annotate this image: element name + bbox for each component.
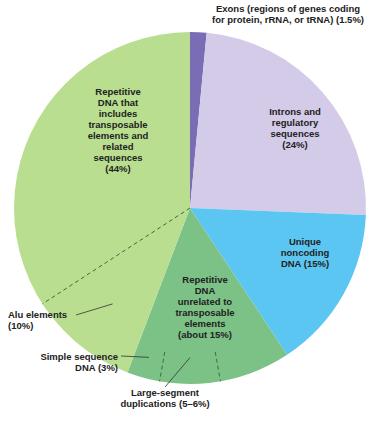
label-name: transposable bbox=[88, 119, 147, 130]
leader-line bbox=[165, 358, 190, 387]
slice bbox=[190, 33, 366, 215]
label-name: DNA that bbox=[98, 97, 139, 108]
part-label: Large-segmentduplications (5–6%) bbox=[120, 387, 209, 409]
label-line: transposable bbox=[88, 119, 147, 130]
label-line: (about 15%) bbox=[178, 329, 232, 340]
label-name: includes bbox=[99, 108, 138, 119]
label-value: (1.5%) bbox=[333, 14, 364, 25]
label-line: duplications (5–6%) bbox=[120, 398, 209, 409]
label-line: Simple sequence bbox=[40, 351, 118, 362]
label-line: regulatory bbox=[272, 117, 319, 128]
label-line: noncoding bbox=[281, 247, 330, 258]
part-boundary bbox=[42, 208, 190, 304]
label-name: Simple sequence bbox=[40, 351, 118, 362]
part-label: Alu elements(10%) bbox=[8, 309, 67, 331]
label-line: related bbox=[102, 141, 133, 152]
chart: Exons (regions of genes codingfor protei… bbox=[0, 0, 375, 425]
label-name: Large-segment bbox=[131, 387, 200, 398]
label-line: for protein, rRNA, or tRNA) (1.5%) bbox=[212, 14, 364, 25]
label-name: DNA bbox=[195, 285, 216, 296]
slice-label: RepetitiveDNAunrelated totransposableele… bbox=[175, 274, 234, 340]
label-line: Repetitive bbox=[95, 86, 140, 97]
label-name: regulatory bbox=[272, 117, 319, 128]
label-name: Exons (regions of genes coding bbox=[216, 3, 360, 14]
slice bbox=[14, 32, 190, 373]
label-line: sequences bbox=[270, 128, 319, 139]
label-line: Unique bbox=[289, 236, 321, 247]
label-line: elements and bbox=[88, 130, 149, 141]
label-line: (10%) bbox=[8, 320, 33, 331]
label-name: for protein, rRNA, or tRNA) bbox=[212, 14, 333, 25]
label-name: sequences bbox=[270, 128, 319, 139]
label-value: (about 15%) bbox=[178, 329, 232, 340]
label-name: Repetitive bbox=[182, 274, 227, 285]
label-name: elements bbox=[184, 318, 225, 329]
label-value: (5–6%) bbox=[176, 398, 209, 409]
slice-label: Introns andregulatorysequences(24%) bbox=[269, 106, 321, 150]
label-line: Repetitive bbox=[182, 274, 227, 285]
leader-lines bbox=[76, 304, 190, 387]
label-line: transposable bbox=[175, 307, 234, 318]
label-name: related bbox=[102, 141, 133, 152]
label-name: Introns and bbox=[269, 106, 321, 117]
label-value: (15%) bbox=[301, 258, 329, 269]
label-name: noncoding bbox=[281, 247, 330, 258]
part-boundary bbox=[160, 352, 165, 381]
leader-line bbox=[121, 356, 149, 357]
slice-label: RepetitiveDNA thatincludestransposableel… bbox=[88, 86, 149, 174]
label-name: transposable bbox=[175, 307, 234, 318]
label-name: DNA bbox=[281, 258, 302, 269]
label-line: Exons (regions of genes coding bbox=[216, 3, 360, 14]
part-label: Simple sequenceDNA (3%) bbox=[40, 351, 118, 373]
leader-line bbox=[76, 304, 113, 315]
label-name: unrelated to bbox=[178, 296, 233, 307]
label-name: DNA bbox=[75, 362, 96, 373]
label-line: DNA bbox=[195, 285, 216, 296]
label-line: unrelated to bbox=[178, 296, 233, 307]
label-name: duplications bbox=[120, 398, 176, 409]
label-value: (44%) bbox=[105, 163, 130, 174]
slice-label: Exons (regions of genes codingfor protei… bbox=[212, 3, 364, 25]
label-name: Repetitive bbox=[95, 86, 140, 97]
label-value: (24%) bbox=[282, 139, 307, 150]
label-name: Unique bbox=[289, 236, 321, 247]
label-line: Alu elements bbox=[8, 309, 67, 320]
label-value: (10%) bbox=[8, 320, 33, 331]
slices bbox=[14, 32, 366, 384]
label-line: sequences bbox=[93, 152, 142, 163]
label-line: Introns and bbox=[269, 106, 321, 117]
label-line: DNA that bbox=[98, 97, 139, 108]
label-line: (44%) bbox=[105, 163, 130, 174]
label-name: sequences bbox=[93, 152, 142, 163]
part-boundary bbox=[215, 352, 220, 381]
label-line: (24%) bbox=[282, 139, 307, 150]
page: {"chart_data": {"type": "pie", "categori… bbox=[0, 0, 375, 425]
slice-label: UniquenoncodingDNA (15%) bbox=[281, 236, 330, 269]
label-name: Alu elements bbox=[8, 309, 67, 320]
label-line: DNA (3%) bbox=[75, 362, 118, 373]
label-value: (3%) bbox=[95, 362, 118, 373]
label-line: Large-segment bbox=[131, 387, 200, 398]
label-line: DNA (15%) bbox=[281, 258, 329, 269]
label-line: elements bbox=[184, 318, 225, 329]
label-name: elements and bbox=[88, 130, 149, 141]
label-line: includes bbox=[99, 108, 138, 119]
